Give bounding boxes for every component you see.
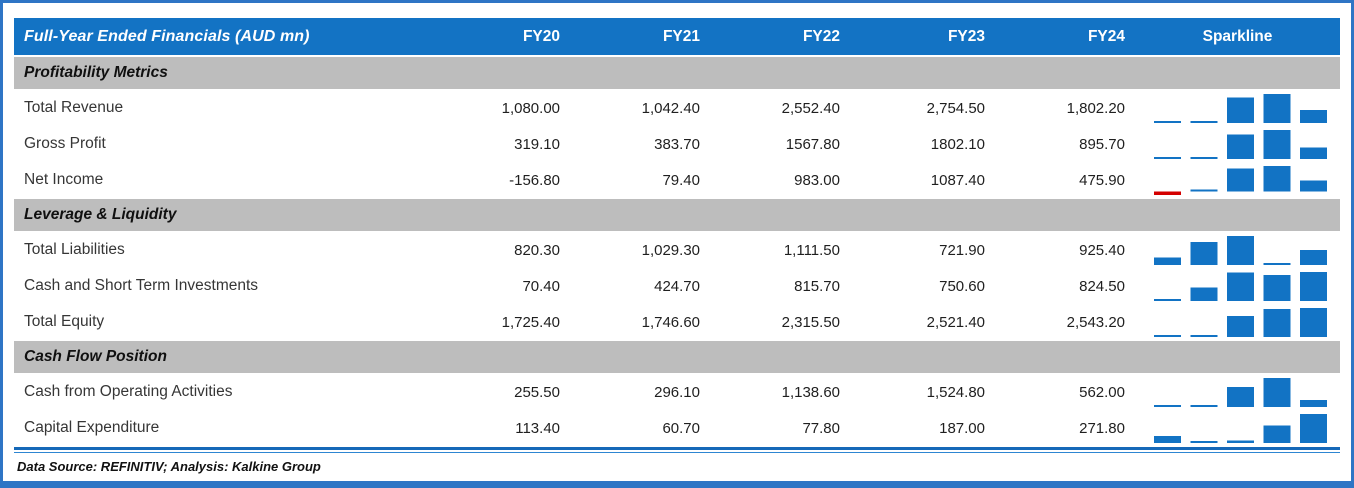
table-row: Cash and Short Term Investments 70.40 424.… <box>14 269 1340 303</box>
sparkline-cell <box>1135 127 1340 161</box>
value-cell-fy24: 2,543.20 <box>1066 313 1125 331</box>
row-label: Net Income <box>24 171 104 188</box>
value-cell-fy20: 70.40 <box>522 277 560 295</box>
row-label: Total Equity <box>24 313 105 330</box>
sparkline-chart <box>1154 236 1327 265</box>
value-cell-fy20: 113.40 <box>515 419 560 437</box>
data-source-note: Data Source: REFINITIV; Analysis: Kalkin… <box>17 458 321 474</box>
column-header-fy23: FY23 <box>947 27 985 45</box>
column-header-fy20: FY20 <box>522 27 560 45</box>
row-label: Cash and Short Term Investments <box>24 277 259 294</box>
value-cell-fy23: 1087.40 <box>930 171 985 189</box>
value-cell-fy22: 1567.80 <box>785 135 840 153</box>
value-cell-fy24: 824.50 <box>1079 277 1125 295</box>
value-cell-fy21: 79.40 <box>662 171 700 189</box>
sparkline-chart <box>1154 272 1327 301</box>
sparkline-chart <box>1154 166 1327 195</box>
value-cell-fy22: 2,315.50 <box>781 313 840 331</box>
sparkline-cell <box>1135 375 1340 409</box>
value-cell-fy21: 383.70 <box>654 135 700 153</box>
sparkline-chart <box>1154 414 1327 443</box>
value-cell-fy21: 1,746.60 <box>641 313 700 331</box>
table-row: Total Equity 1,725.40 1,746.60 2,315.50 2,52… <box>14 305 1340 339</box>
sparkline-cell <box>1135 163 1340 197</box>
table-row: Total Revenue 1,080.00 1,042.40 2,552.40 2,7… <box>14 91 1340 125</box>
table-row: Capital Expenditure 113.40 60.70 77.80 187.0… <box>14 411 1340 445</box>
value-cell-fy23: 187.00 <box>939 419 985 437</box>
sparkline-column-header: Sparkline <box>1202 27 1273 45</box>
sparkline-chart <box>1154 378 1327 407</box>
value-cell-fy23: 2,521.40 <box>926 313 985 331</box>
value-cell-fy24: 475.90 <box>1079 171 1125 189</box>
value-cell-fy22: 1,111.50 <box>783 241 840 259</box>
section-row: Profitability Metrics <box>14 57 1340 89</box>
value-cell-fy23: 1802.10 <box>930 135 985 153</box>
value-cell-fy21: 296.10 <box>654 383 700 401</box>
value-cell-fy24: 562.00 <box>1079 383 1125 401</box>
value-cell-fy23: 750.60 <box>939 277 985 295</box>
sparkline-cell <box>1135 411 1340 445</box>
section-row: Cash Flow Position <box>14 341 1340 373</box>
value-cell-fy23: 721.90 <box>939 241 985 259</box>
financials-table: Full-Year Ended Financials (AUD mn) FY20… <box>14 18 1340 479</box>
value-cell-fy20: 255.50 <box>514 383 560 401</box>
value-cell-fy20: -156.80 <box>509 171 560 189</box>
table-row: Cash from Operating Activities 255.50 296.… <box>14 375 1340 409</box>
row-label: Gross Profit <box>24 135 106 152</box>
value-cell-fy21: 1,029.30 <box>641 241 700 259</box>
value-cell-fy24: 271.80 <box>1079 419 1125 437</box>
section-row: Leverage & Liquidity <box>14 199 1340 231</box>
column-header-fy24: FY24 <box>1087 27 1125 45</box>
value-cell-fy22: 77.80 <box>802 419 840 437</box>
column-header-fy22: FY22 <box>802 27 840 45</box>
sparkline-cell <box>1135 233 1340 267</box>
section-header-label: Cash Flow Position <box>24 348 167 365</box>
column-header-fy21: FY21 <box>662 27 700 45</box>
value-cell-fy21: 1,042.40 <box>641 99 700 117</box>
value-cell-fy20: 319.10 <box>514 135 560 153</box>
row-label: Total Liabilities <box>24 241 125 258</box>
section-header-label: Leverage & Liquidity <box>24 206 177 223</box>
row-label: Cash from Operating Activities <box>24 383 233 400</box>
value-cell-fy23: 2,754.50 <box>926 99 985 117</box>
table-row: Total Liabilities 820.30 1,029.30 1,111.50 7… <box>14 233 1340 267</box>
value-cell-fy20: 1,080.00 <box>501 99 560 117</box>
value-cell-fy24: 1,802.20 <box>1066 99 1125 117</box>
table-row: Net Income -156.80 79.40 983.00 1087.40 475.9… <box>14 163 1340 197</box>
value-cell-fy22: 983.00 <box>794 171 840 189</box>
value-cell-fy21: 60.70 <box>662 419 700 437</box>
value-cell-fy20: 1,725.40 <box>501 313 560 331</box>
table-header-row: Full-Year Ended Financials (AUD mn) FY20… <box>14 18 1340 55</box>
sparkline-chart <box>1154 308 1327 337</box>
value-cell-fy24: 895.70 <box>1079 135 1125 153</box>
value-cell-fy21: 424.70 <box>654 277 700 295</box>
value-cell-fy22: 2,552.40 <box>781 99 840 117</box>
value-cell-fy24: 925.40 <box>1079 241 1125 259</box>
table-title: Full-Year Ended Financials (AUD mn) <box>24 27 310 45</box>
value-cell-fy23: 1,524.80 <box>926 383 985 401</box>
value-cell-fy22: 1,138.60 <box>781 383 840 401</box>
sparkline-cell <box>1135 269 1340 303</box>
sparkline-cell <box>1135 305 1340 339</box>
row-label: Total Revenue <box>24 99 124 116</box>
sparkline-chart <box>1154 94 1327 123</box>
row-label: Capital Expenditure <box>24 419 160 436</box>
sparkline-chart <box>1154 130 1327 159</box>
table-row: Gross Profit 319.10 383.70 1567.80 1802.10 89… <box>14 127 1340 161</box>
table-body: Profitability Metrics Total Revenue 1,080.… <box>14 57 1340 445</box>
sparkline-cell <box>1135 91 1340 125</box>
value-cell-fy20: 820.30 <box>514 241 560 259</box>
value-cell-fy22: 815.70 <box>794 277 840 295</box>
table-bottom-border <box>14 447 1340 453</box>
section-header-label: Profitability Metrics <box>24 64 168 81</box>
